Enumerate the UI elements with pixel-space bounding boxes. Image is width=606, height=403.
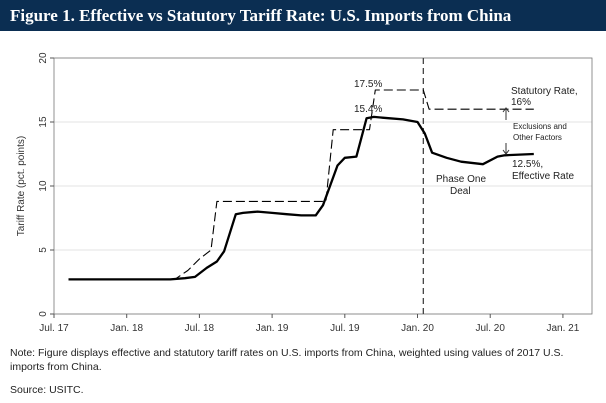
arrow-down-icon <box>502 143 510 155</box>
deal-label: Deal <box>450 186 471 197</box>
title-bar: Figure 1. Effective vs Statutory Tariff … <box>0 0 606 31</box>
effective-rate-label-2: Effective Rate <box>512 171 575 182</box>
exclusions-label-2: Other Factors <box>513 133 562 142</box>
effective-rate-label-1: 12.5%, <box>512 159 543 170</box>
arrow-up-icon <box>502 107 510 120</box>
y-tick-label: 10 <box>38 180 49 192</box>
effective-peak-label: 15.4% <box>354 104 382 115</box>
y-tick-label: 5 <box>38 247 49 253</box>
statutory-rate-line <box>68 89 534 280</box>
figure-title: Figure 1. Effective vs Statutory Tariff … <box>10 6 512 25</box>
x-tick-label: Jul. 18 <box>185 323 215 334</box>
y-tick-label: 0 <box>38 311 49 317</box>
statutory-rate-label-2: 16% <box>511 97 531 108</box>
x-tick-label: Jan. 18 <box>110 323 143 334</box>
figure-note: Note: Figure displays effective and stat… <box>10 347 564 373</box>
exclusions-label-1: Exclusions and <box>513 122 567 131</box>
axes: 0 5 10 15 20 Jul. 17 Jan. 18 Jul. 18 Jan. 19 Jul.… <box>38 52 593 334</box>
x-tick-label: Jul. 20 <box>475 323 505 334</box>
effective-rate-line <box>68 115 534 281</box>
y-tick-label: 20 <box>38 52 49 64</box>
phase-one-label: Phase One <box>436 174 486 185</box>
x-tick-label: Jul. 19 <box>330 323 360 334</box>
annotations: Tariff Rate (pct. points) 17.5% 15.4% Ph… <box>16 79 578 236</box>
chart-area: 0 5 10 15 20 Jul. 17 Jan. 18 Jul. 18 Jan. 19 Jul.… <box>0 31 606 340</box>
ylabel: Tariff Rate (pct. points) <box>16 136 27 236</box>
x-tick-label: Jan. 19 <box>256 323 289 334</box>
statutory-rate-label-1: Statutory Rate, <box>511 86 578 97</box>
x-tick-label: Jul. 17 <box>39 323 69 334</box>
figure-source: Source: USITC. <box>10 384 84 396</box>
tariff-chart: 0 5 10 15 20 Jul. 17 Jan. 18 Jul. 18 Jan. 19 Jul.… <box>16 52 593 334</box>
x-tick-label: Jan. 21 <box>547 323 580 334</box>
series <box>68 58 534 314</box>
x-tick-label: Jan. 20 <box>401 323 434 334</box>
y-tick-label: 15 <box>38 116 49 128</box>
statutory-peak-label: 17.5% <box>354 79 382 90</box>
